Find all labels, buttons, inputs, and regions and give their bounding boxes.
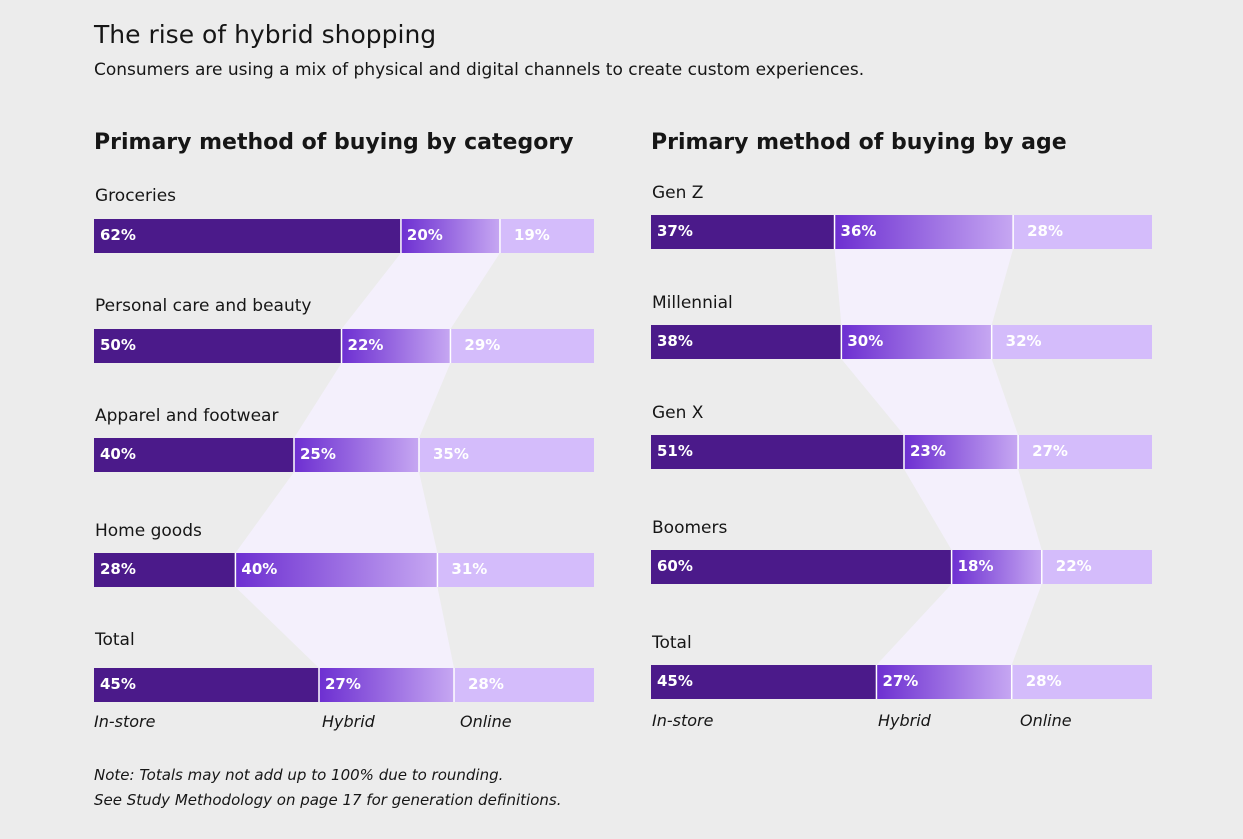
- bar-hybrid-personal-care-and-beauty: [341, 329, 451, 363]
- value-label-hybrid-personal-care-and-beauty: 22%: [347, 336, 384, 354]
- value-label-hybrid-home-goods: 40%: [241, 560, 278, 578]
- value-label-in-store-groceries: 62%: [100, 226, 136, 244]
- bar-online-total: [1011, 665, 1152, 699]
- footnote-methodology: See Study Methodology on page 17 for gen…: [94, 791, 562, 809]
- value-label-hybrid-gen-x: 23%: [909, 442, 946, 460]
- chart-title-category: Primary method of buying by category: [94, 130, 574, 155]
- bar-online-home-goods: [437, 553, 594, 587]
- value-label-online-millennial: 32%: [1005, 332, 1042, 350]
- bar-in-store-gen-x: [651, 435, 904, 469]
- bar-in-store-apparel-and-footwear: [94, 438, 294, 472]
- row-label-millennial: Millennial: [652, 293, 733, 313]
- value-label-hybrid-total: 27%: [882, 672, 919, 690]
- bar-online-total: [454, 668, 594, 702]
- hybrid-connector-band: [235, 472, 438, 553]
- bar-online-apparel-and-footwear: [419, 438, 594, 472]
- bar-in-store-boomers: [651, 550, 952, 584]
- hybrid-connector-band: [834, 249, 1014, 325]
- row-label-home-goods: Home goods: [95, 521, 202, 541]
- series-label-online: Online: [1020, 711, 1072, 730]
- bar-hybrid-apparel-and-footwear: [294, 438, 419, 472]
- bar-online-millennial: [991, 325, 1152, 359]
- value-label-online-boomers: 22%: [1055, 557, 1092, 575]
- value-label-in-store-home-goods: 28%: [100, 560, 136, 578]
- page-title: The rise of hybrid shopping: [94, 20, 437, 49]
- series-label-hybrid: Hybrid: [878, 711, 931, 730]
- bar-online-gen-x: [1018, 435, 1152, 469]
- hybrid-connector-band: [235, 587, 454, 668]
- bar-online-boomers: [1041, 550, 1152, 584]
- bar-online-gen-z: [1013, 215, 1152, 249]
- bar-in-store-personal-care-and-beauty: [94, 329, 342, 363]
- page-subtitle: Consumers are using a mix of physical an…: [94, 60, 865, 80]
- hybrid-connector-band: [903, 469, 1042, 550]
- value-label-in-store-millennial: 38%: [657, 332, 693, 350]
- chart-title-age: Primary method of buying by age: [651, 130, 1067, 155]
- footnote-rounding: Note: Totals may not add up to 100% due …: [94, 766, 504, 784]
- value-label-in-store-total: 45%: [657, 672, 693, 690]
- series-label-hybrid: Hybrid: [322, 712, 375, 731]
- value-label-in-store-apparel-and-footwear: 40%: [100, 445, 136, 463]
- value-label-in-store-gen-x: 51%: [657, 442, 693, 460]
- bar-hybrid-millennial: [841, 325, 992, 359]
- bar-online-personal-care-and-beauty: [450, 329, 594, 363]
- bar-in-store-millennial: [651, 325, 842, 359]
- row-label-groceries: Groceries: [95, 186, 177, 206]
- value-label-hybrid-millennial: 30%: [847, 332, 884, 350]
- row-label-gen-x: Gen X: [652, 403, 704, 423]
- value-label-in-store-gen-z: 37%: [657, 222, 693, 240]
- value-label-online-total: 28%: [468, 675, 504, 693]
- value-label-online-groceries: 19%: [513, 226, 550, 244]
- bar-in-store-total: [94, 668, 319, 702]
- value-label-in-store-total: 45%: [100, 675, 136, 693]
- row-label-gen-z: Gen Z: [652, 183, 704, 203]
- bar-in-store-total: [651, 665, 877, 699]
- value-label-in-store-personal-care-and-beauty: 50%: [100, 336, 136, 354]
- value-label-online-personal-care-and-beauty: 29%: [464, 336, 501, 354]
- bar-hybrid-boomers: [951, 550, 1042, 584]
- hybrid-connector-band: [841, 359, 1019, 435]
- bar-hybrid-total: [319, 668, 454, 702]
- bar-in-store-home-goods: [94, 553, 236, 587]
- value-label-online-gen-z: 28%: [1027, 222, 1063, 240]
- hybrid-connector-band: [294, 363, 451, 438]
- value-label-hybrid-total: 27%: [325, 675, 361, 693]
- value-label-hybrid-groceries: 20%: [406, 226, 443, 244]
- value-label-hybrid-boomers: 18%: [957, 557, 994, 575]
- value-label-hybrid-gen-z: 36%: [840, 222, 877, 240]
- hybrid-connector-band: [876, 584, 1042, 665]
- bar-hybrid-home-goods: [235, 553, 438, 587]
- value-label-online-home-goods: 31%: [451, 560, 488, 578]
- value-label-online-gen-x: 27%: [1032, 442, 1068, 460]
- series-label-in-store: In-store: [94, 712, 156, 731]
- bar-hybrid-total: [876, 665, 1012, 699]
- bar-online-groceries: [499, 219, 594, 253]
- bar-hybrid-groceries: [400, 219, 500, 253]
- row-label-total: Total: [95, 630, 135, 650]
- series-label-in-store: In-store: [652, 711, 714, 730]
- value-label-hybrid-apparel-and-footwear: 25%: [300, 445, 336, 463]
- bar-hybrid-gen-x: [903, 435, 1019, 469]
- row-label-apparel-and-footwear: Apparel and footwear: [95, 406, 279, 426]
- series-label-online: Online: [460, 712, 512, 731]
- value-label-online-total: 28%: [1025, 672, 1062, 690]
- bar-in-store-gen-z: [651, 215, 835, 249]
- row-label-total: Total: [652, 633, 692, 653]
- bar-in-store-groceries: [94, 219, 401, 253]
- value-label-online-apparel-and-footwear: 35%: [433, 445, 469, 463]
- bar-hybrid-gen-z: [834, 215, 1014, 249]
- hybrid-connector-band: [341, 253, 500, 329]
- row-label-boomers: Boomers: [652, 518, 728, 538]
- value-label-in-store-boomers: 60%: [657, 557, 693, 575]
- row-label-personal-care-and-beauty: Personal care and beauty: [95, 296, 312, 316]
